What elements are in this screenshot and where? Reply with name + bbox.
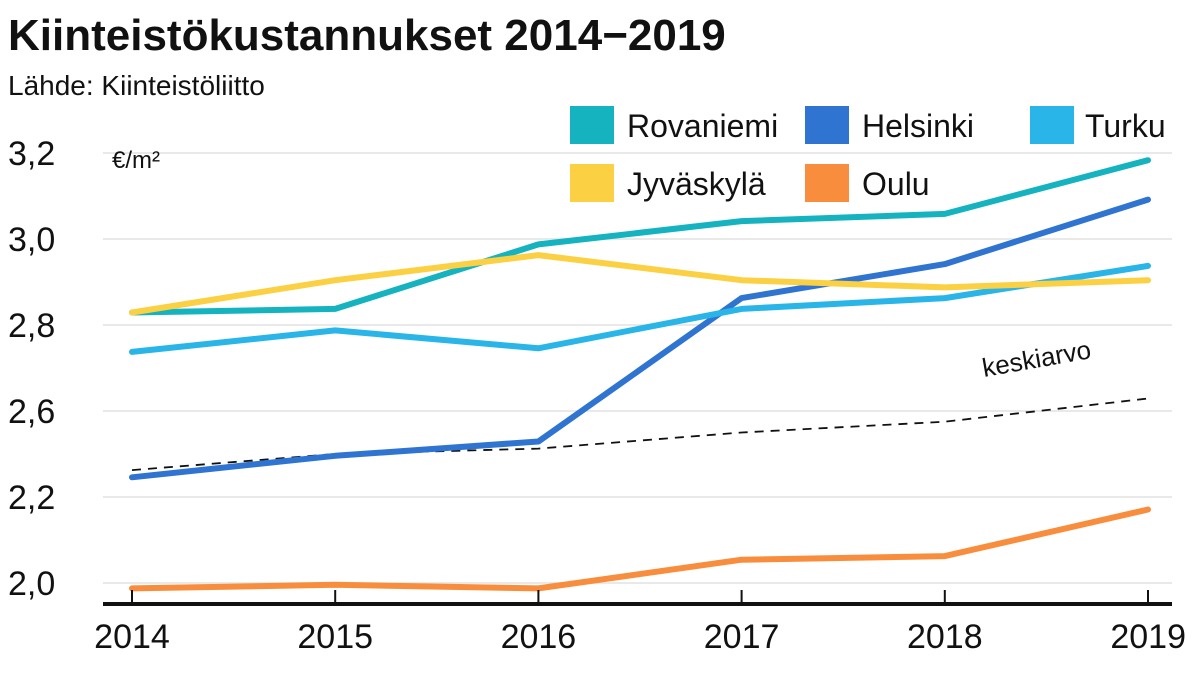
legend-swatch-turku (1030, 106, 1074, 144)
x-tick-label: 2017 (704, 618, 780, 656)
legend-swatch-helsinki (805, 106, 849, 144)
series-line-helsinki (129, 196, 1151, 481)
y-tick-label: 3,0 (8, 221, 55, 259)
chart-title: Kiinteistökustannukset 2014−2019 (8, 11, 726, 60)
y-axis-ticks: 2,0 2,2 2,6 2,8 3,0 3,2 (8, 135, 55, 603)
keskiarvo-annotation: keskiarvo (980, 334, 1093, 383)
series-lines (129, 157, 1151, 592)
y-tick-label: 3,2 (8, 135, 55, 173)
x-tick-label: 2019 (1110, 618, 1186, 656)
series-line-oulu (129, 506, 1151, 592)
y-tick-label: 2,2 (8, 479, 55, 517)
legend-label-turku: Turku (1085, 108, 1166, 144)
legend-label-oulu: Oulu (862, 166, 930, 202)
x-tick-label: 2016 (501, 618, 577, 656)
series-line-keskiarvo (131, 397, 1149, 471)
legend-swatch-rovaniemi (570, 106, 614, 144)
legend: Rovaniemi Helsinki Turku Jyväskylä Oulu (570, 106, 1166, 202)
x-tick-label: 2018 (907, 618, 983, 656)
legend-label-jyv-skyl-: Jyväskylä (627, 166, 766, 202)
y-tick-label: 2,0 (8, 565, 55, 603)
series-line-turku (129, 262, 1151, 355)
legend-swatch-oulu (805, 164, 849, 202)
y-tick-label: 2,8 (8, 307, 55, 345)
x-tick-label: 2014 (94, 618, 170, 656)
chart-source: Lähde: Kiinteistöliitto (8, 70, 265, 101)
gridlines (103, 152, 1172, 584)
y-axis-unit: €/m² (112, 147, 160, 174)
x-tick-label: 2015 (297, 618, 373, 656)
series-line-rovaniemi (129, 157, 1151, 316)
legend-label-helsinki: Helsinki (862, 108, 974, 144)
y-tick-label: 2,6 (8, 393, 55, 431)
legend-label-rovaniemi: Rovaniemi (627, 108, 778, 144)
x-axis-ticks: 2014 2015 2016 2017 2018 2019 (94, 590, 1186, 656)
legend-swatch-jyv-skyl- (570, 164, 614, 202)
series-line-jyv-skyl- (129, 252, 1151, 316)
